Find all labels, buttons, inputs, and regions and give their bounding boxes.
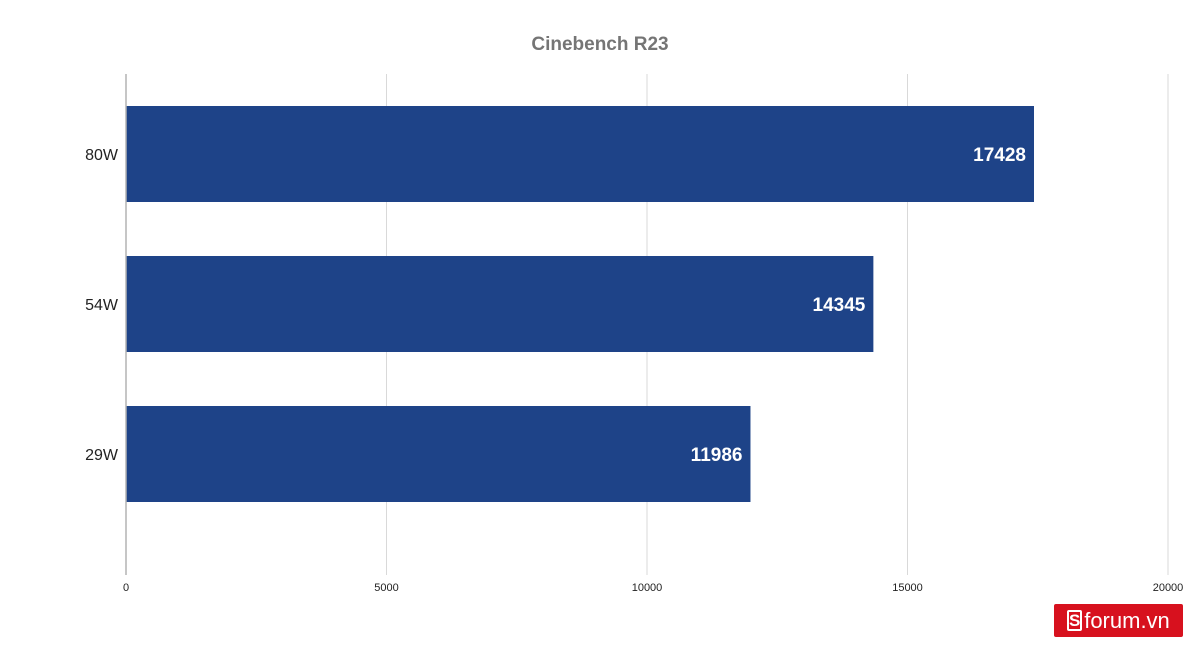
bars: 17428 14345 11986 [126, 106, 1034, 502]
bar [126, 256, 874, 352]
category-labels: 80W 54W 29W [85, 147, 119, 464]
x-tick-label: 0 [123, 582, 129, 594]
x-tick-label: 10000 [632, 582, 663, 594]
bar-data-label: 11986 [691, 445, 743, 466]
watermark-text: forum.vn [1084, 607, 1170, 633]
sforum-s-icon: S [1067, 610, 1083, 631]
sforum-watermark-logo: S forum.vn [1054, 604, 1183, 637]
x-tick-label: 20000 [1153, 582, 1184, 594]
x-tick-label: 15000 [892, 582, 923, 594]
category-label: 80W [85, 147, 119, 164]
bar [126, 106, 1034, 202]
category-label: 54W [85, 297, 119, 314]
x-axis-ticks: 0 5000 10000 15000 20000 [123, 582, 1183, 594]
bar-data-label: 14345 [813, 295, 866, 316]
bar [126, 406, 751, 502]
x-tick-label: 5000 [374, 582, 398, 594]
chart-title: Cinebench R23 [531, 34, 668, 55]
bar-data-label: 17428 [973, 145, 1026, 166]
category-label: 29W [85, 447, 119, 464]
